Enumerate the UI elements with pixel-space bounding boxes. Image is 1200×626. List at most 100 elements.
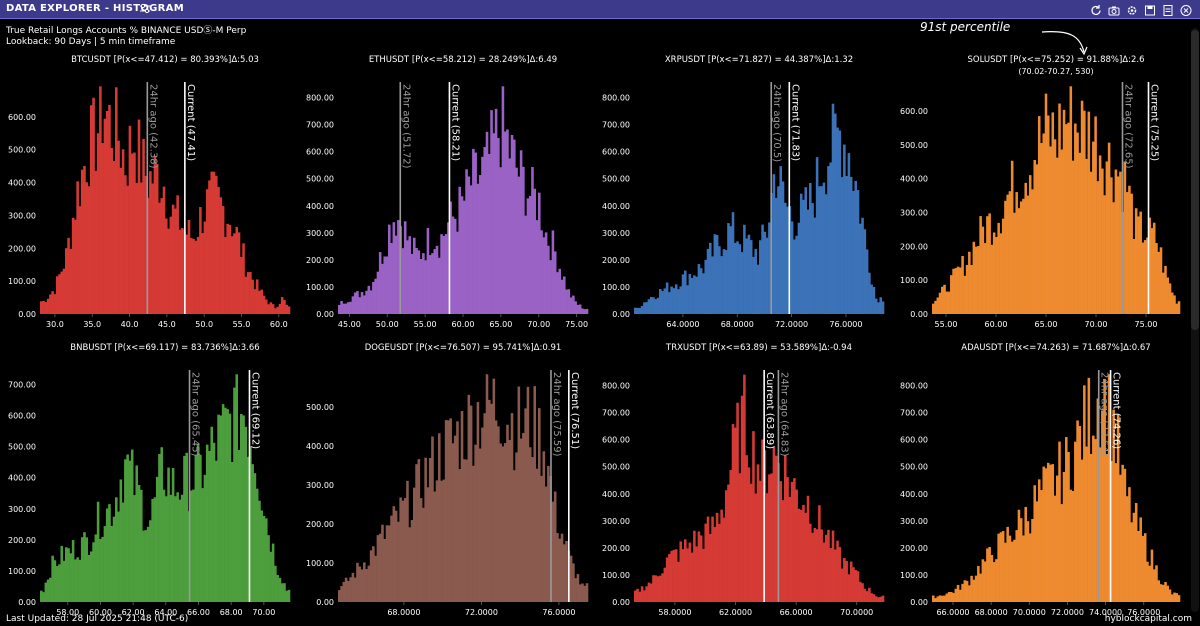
histogram-bar	[779, 481, 783, 602]
document-icon[interactable]	[1162, 2, 1174, 16]
histogram-bar	[1137, 531, 1140, 602]
histogram-bar	[519, 438, 523, 602]
histogram-bar	[665, 282, 669, 314]
histogram-bar	[392, 222, 396, 314]
histogram-bar	[210, 426, 214, 602]
histogram-bar	[451, 443, 455, 602]
histogram-bar	[699, 268, 703, 314]
y-tick-label: 300.00	[306, 481, 334, 490]
histogram-bar	[813, 527, 817, 602]
histogram-bar	[569, 297, 573, 314]
histogram-bar	[1152, 222, 1156, 314]
histogram-bar	[1110, 177, 1113, 314]
histogram-bar	[1146, 237, 1149, 314]
x-tick-label: 35.0	[83, 320, 101, 329]
histogram-bar	[153, 497, 157, 602]
histogram-bar	[433, 491, 437, 602]
histogram-bar	[1037, 116, 1041, 314]
scrollbar-thumb[interactable]	[1191, 30, 1199, 330]
x-tick-label: 58.0000	[658, 608, 691, 617]
histogram-bar	[567, 289, 571, 314]
histogram-bar	[60, 545, 64, 602]
x-tick-label: 68.0000	[721, 320, 754, 329]
refresh-icon[interactable]	[1090, 2, 1102, 16]
histogram-bar	[51, 291, 54, 314]
histogram-bar	[422, 253, 425, 314]
histogram-bar	[94, 170, 98, 314]
histogram-bar	[180, 228, 184, 314]
histogram-bar	[1123, 161, 1127, 314]
x-tick-label: 68.0000	[975, 608, 1008, 617]
marker-label: Current (58.21)	[449, 84, 460, 161]
histogram-bar	[119, 167, 123, 314]
brand-link[interactable]: hyblockcapital.com	[1104, 614, 1192, 624]
x-tick-label: 60.0	[270, 320, 288, 329]
histogram-bar	[519, 150, 523, 314]
histogram-bar	[135, 183, 139, 314]
marker-label: 24hr ago (72.65)	[1123, 84, 1134, 169]
y-tick-label: 300.00	[8, 505, 36, 514]
histogram-bar	[381, 263, 384, 314]
histogram-bar	[1175, 593, 1179, 602]
histogram-bar	[1071, 491, 1075, 602]
histogram-bar	[408, 236, 412, 314]
y-tick-label: 800.00	[602, 382, 630, 391]
histogram-bar	[242, 243, 245, 314]
save-icon[interactable]	[1144, 2, 1156, 16]
histogram-bar	[647, 299, 651, 314]
y-tick-label: 300.00	[8, 211, 36, 220]
histogram-bar	[62, 268, 66, 314]
histogram-bar	[879, 596, 883, 602]
histogram-bar	[1004, 542, 1007, 602]
histogram-bar	[287, 589, 291, 602]
histogram-bar	[1177, 301, 1181, 314]
histogram-bar	[401, 500, 405, 602]
histogram-bar	[460, 411, 464, 602]
camera-icon[interactable]	[1108, 2, 1120, 16]
histogram-bar	[565, 289, 568, 314]
histogram-bar	[988, 546, 991, 602]
y-tick-label: 700.00	[306, 121, 334, 130]
histogram-bar	[224, 407, 227, 602]
histogram-bar	[702, 273, 705, 314]
histogram-bar	[276, 306, 279, 314]
histogram-bar	[722, 249, 726, 314]
histogram-bar	[280, 583, 284, 602]
histogram-bar	[49, 294, 52, 314]
histogram-bar	[822, 182, 826, 314]
histogram-bar	[478, 448, 482, 602]
histogram-bar	[795, 489, 798, 602]
y-tick-label: 800.00	[602, 94, 630, 103]
histogram-bar	[856, 190, 860, 314]
histogram-bar	[174, 208, 177, 314]
gear-icon[interactable]	[1126, 2, 1138, 15]
histogram-bar	[363, 295, 366, 314]
histogram-bar	[215, 460, 218, 602]
x-tick-label: 62.00	[122, 608, 145, 617]
x-tick-label: 64.00	[154, 608, 177, 617]
histogram-bar	[795, 235, 798, 314]
histogram-bar	[729, 470, 733, 602]
histogram-bar	[838, 130, 842, 314]
histogram-bar	[155, 476, 159, 602]
y-tick-label: 700.00	[602, 121, 630, 130]
window-title: DATA EXPLORER - HISTOGRAM	[6, 3, 184, 14]
window-titlebar: DATA EXPLORER - HISTOGRAM	[0, 0, 1200, 19]
histogram-bar	[40, 590, 43, 602]
histogram-bar	[1119, 474, 1122, 602]
histogram-bar	[549, 260, 552, 314]
histogram-bar	[51, 555, 54, 602]
histogram-bar	[140, 489, 143, 602]
histogram-bar	[108, 504, 111, 602]
histogram-bar	[811, 532, 814, 602]
histogram-bar	[101, 536, 104, 602]
histogram-bar	[185, 452, 189, 602]
histogram-bar	[829, 548, 833, 602]
close-icon[interactable]	[1180, 2, 1192, 16]
histogram-bar	[1164, 265, 1167, 314]
histogram-bar	[772, 446, 776, 602]
y-tick-label: 300.00	[602, 229, 630, 238]
settings-tune-icon[interactable]	[139, 2, 151, 15]
chart-title: BNBUSDT [P(x<=69.117) = 83.736%]Δ:3.66	[70, 343, 259, 353]
